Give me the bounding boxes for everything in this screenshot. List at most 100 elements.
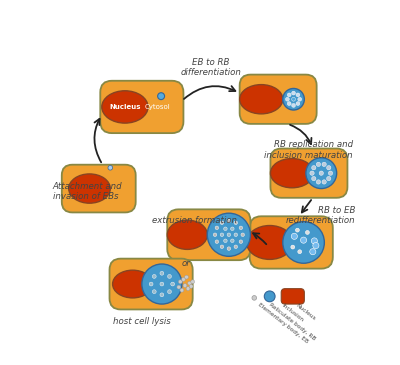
Circle shape — [152, 290, 156, 293]
Circle shape — [152, 274, 156, 278]
Circle shape — [182, 277, 185, 281]
FancyBboxPatch shape — [167, 210, 250, 260]
Circle shape — [213, 233, 217, 237]
Circle shape — [224, 239, 227, 242]
Circle shape — [312, 176, 316, 181]
Circle shape — [188, 281, 192, 285]
Circle shape — [239, 226, 243, 230]
Circle shape — [310, 249, 316, 255]
Circle shape — [312, 166, 316, 170]
Circle shape — [149, 282, 153, 286]
Circle shape — [234, 245, 238, 249]
Circle shape — [292, 97, 296, 101]
Circle shape — [171, 282, 174, 286]
Circle shape — [168, 290, 172, 293]
Text: RB to EB
redifferentiation: RB to EB redifferentiation — [286, 206, 355, 225]
Circle shape — [215, 226, 219, 230]
Circle shape — [306, 158, 337, 189]
Circle shape — [296, 102, 300, 105]
Circle shape — [220, 233, 224, 237]
Circle shape — [234, 221, 238, 224]
Circle shape — [286, 97, 289, 101]
Circle shape — [328, 171, 333, 175]
Circle shape — [316, 180, 320, 184]
Circle shape — [160, 293, 164, 297]
Circle shape — [316, 162, 320, 166]
Circle shape — [227, 247, 231, 250]
Circle shape — [326, 176, 331, 181]
Text: Elementary body, EB: Elementary body, EB — [256, 303, 308, 345]
Ellipse shape — [270, 158, 314, 188]
Circle shape — [241, 233, 244, 237]
Ellipse shape — [167, 220, 207, 249]
FancyBboxPatch shape — [250, 216, 333, 269]
Circle shape — [291, 245, 295, 249]
Circle shape — [177, 285, 181, 289]
Circle shape — [227, 219, 231, 223]
Circle shape — [306, 231, 309, 234]
Circle shape — [189, 284, 193, 288]
Circle shape — [224, 227, 227, 231]
FancyBboxPatch shape — [110, 259, 193, 310]
Circle shape — [234, 233, 238, 237]
FancyBboxPatch shape — [240, 74, 317, 124]
Text: extrusion formation: extrusion formation — [152, 216, 238, 225]
Circle shape — [300, 237, 307, 243]
Text: Attachment and
invasion of EBs: Attachment and invasion of EBs — [52, 182, 122, 201]
Circle shape — [287, 93, 291, 97]
Circle shape — [292, 103, 296, 107]
Circle shape — [322, 162, 326, 166]
Circle shape — [168, 274, 172, 278]
Circle shape — [184, 275, 188, 279]
Circle shape — [311, 238, 318, 244]
Ellipse shape — [102, 91, 148, 123]
Circle shape — [220, 221, 224, 224]
Circle shape — [180, 288, 184, 292]
Circle shape — [264, 291, 275, 302]
Ellipse shape — [69, 174, 110, 203]
Text: EB to RB
differentiation: EB to RB differentiation — [181, 58, 242, 77]
Circle shape — [322, 180, 326, 184]
Circle shape — [158, 93, 164, 100]
Ellipse shape — [246, 226, 293, 260]
Circle shape — [160, 282, 164, 286]
FancyBboxPatch shape — [281, 289, 304, 304]
Circle shape — [283, 88, 304, 110]
Circle shape — [313, 242, 319, 249]
Circle shape — [287, 102, 291, 105]
Ellipse shape — [240, 85, 283, 114]
Circle shape — [160, 271, 164, 275]
Circle shape — [227, 233, 231, 237]
Circle shape — [220, 245, 224, 249]
Circle shape — [230, 239, 234, 242]
Circle shape — [230, 227, 234, 231]
FancyBboxPatch shape — [100, 81, 184, 133]
Circle shape — [215, 240, 219, 243]
Circle shape — [296, 93, 300, 97]
Text: Nucleus: Nucleus — [295, 303, 317, 321]
Circle shape — [142, 264, 182, 304]
Circle shape — [298, 97, 302, 101]
Circle shape — [326, 166, 331, 170]
Circle shape — [178, 280, 182, 284]
Text: host cell lysis: host cell lysis — [113, 317, 171, 326]
Text: RB replication and
inclusion maturation: RB replication and inclusion maturation — [264, 141, 353, 160]
Circle shape — [298, 250, 302, 254]
Circle shape — [292, 91, 296, 95]
FancyBboxPatch shape — [62, 165, 136, 212]
Circle shape — [239, 240, 243, 243]
Circle shape — [207, 213, 250, 256]
Text: Reliculate body, RB: Reliculate body, RB — [268, 303, 316, 342]
Circle shape — [191, 280, 195, 284]
Text: Cytosol: Cytosol — [144, 104, 170, 110]
FancyBboxPatch shape — [270, 149, 348, 198]
Circle shape — [186, 287, 190, 291]
Text: Inclusion: Inclusion — [280, 303, 304, 322]
Circle shape — [108, 165, 113, 170]
Circle shape — [183, 284, 187, 288]
Circle shape — [296, 228, 299, 232]
Text: or: or — [181, 260, 190, 268]
Circle shape — [283, 222, 324, 263]
Circle shape — [319, 171, 324, 175]
Ellipse shape — [113, 270, 153, 298]
